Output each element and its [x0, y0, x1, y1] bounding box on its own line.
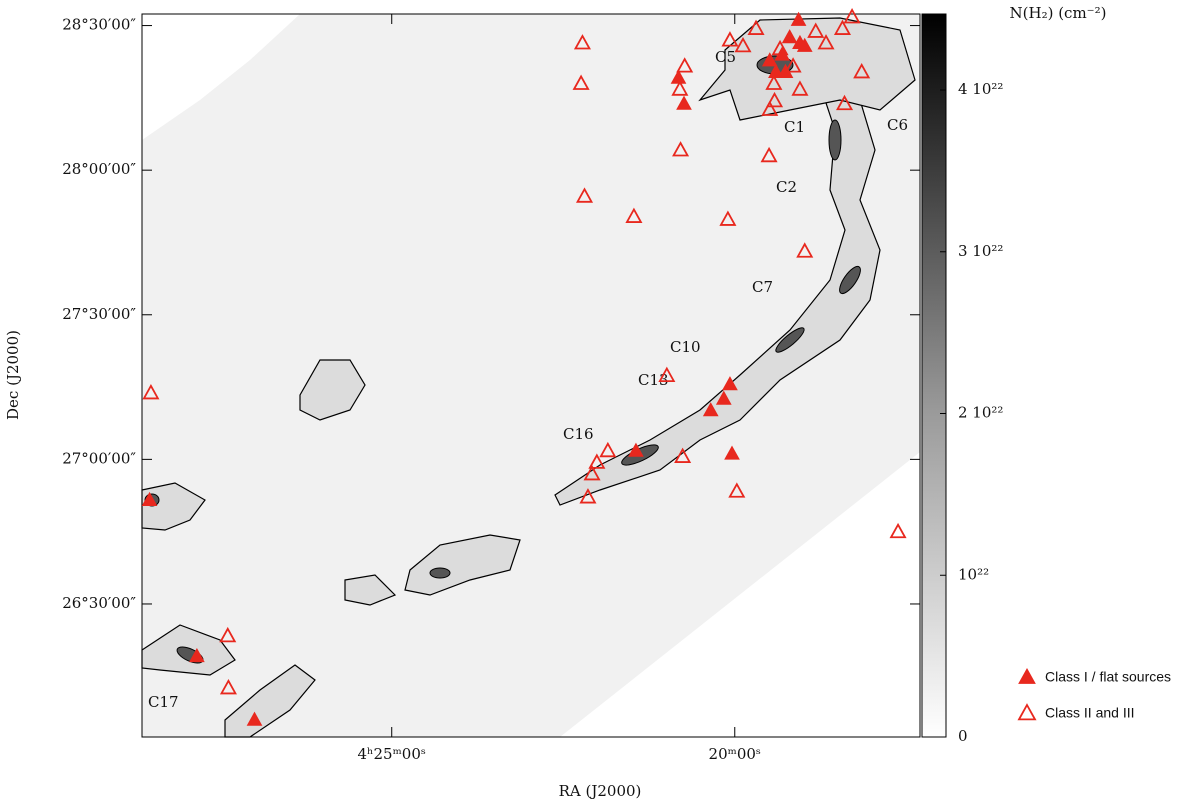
annotation: C5	[715, 48, 736, 66]
source-marker	[796, 37, 813, 52]
y-tick-label: 27°00′00″	[62, 449, 136, 467]
annotation: C16	[563, 425, 594, 443]
source-marker	[796, 242, 814, 258]
source-marker	[671, 80, 689, 96]
source-marker	[853, 62, 871, 79]
source-marker	[702, 402, 719, 417]
source-marker	[807, 22, 825, 38]
annotation: C6	[887, 116, 908, 134]
source-marker	[765, 74, 783, 90]
source-marker	[833, 19, 852, 35]
source-marker	[836, 94, 854, 111]
source-marker	[719, 210, 737, 226]
annotation: C10	[670, 338, 701, 356]
source-marker	[189, 647, 205, 663]
source-marker	[219, 678, 237, 695]
source-marker	[579, 488, 597, 504]
colorbar-tick-label: 2 10²²	[958, 404, 1003, 422]
source-marker	[583, 464, 601, 481]
colorbar-label: N(H₂) (cm⁻²)	[1010, 4, 1107, 22]
annotation: C2	[776, 178, 797, 196]
annotations: C1 C2 C5 C6 C7 C10 C13 C16 C17	[148, 48, 908, 711]
source-marker	[142, 383, 160, 400]
source-marker	[760, 146, 778, 163]
source-marker	[572, 74, 590, 90]
source-marker	[843, 8, 861, 24]
legend-label: Class I / flat sources	[1045, 669, 1171, 685]
source-marker	[676, 57, 694, 73]
x-tick-label: 4ʰ25ᵐ00ˢ	[357, 745, 425, 763]
source-marker	[790, 11, 807, 26]
colorbar-tick-label: 3 10²²	[958, 242, 1003, 260]
map-background	[141, 14, 920, 738]
source-marker	[747, 19, 765, 35]
source-marker	[724, 445, 740, 460]
source-marker	[625, 207, 643, 223]
annotation: C7	[752, 278, 773, 296]
source-marker	[141, 491, 158, 506]
source-marker	[658, 366, 676, 382]
source-marker	[761, 100, 779, 116]
source-marker	[674, 447, 692, 463]
source-marker	[734, 36, 752, 53]
source-marker	[588, 453, 606, 469]
source-marker	[721, 31, 739, 47]
source-marker	[219, 626, 237, 643]
source-marker	[715, 390, 732, 405]
x-axis-label: RA (J2000)	[559, 782, 642, 800]
legend-marker	[1017, 703, 1037, 721]
annotation: C13	[638, 371, 669, 389]
y-axis-label: Dec (J2000)	[4, 330, 22, 420]
colorbar-tick-label: 0	[958, 727, 968, 745]
source-marker	[676, 95, 692, 110]
colorbar-tick-label: 10²²	[958, 565, 989, 583]
source-marker	[575, 187, 594, 203]
y-tick-label: 28°30′00″	[62, 16, 136, 34]
colorbar	[921, 13, 947, 738]
y-tick-label: 27°30′00″	[62, 305, 136, 323]
source-marker	[889, 522, 907, 539]
y-tick-label: 26°30′00″	[62, 594, 136, 612]
colorbar-tick-label: 4 10²²	[958, 80, 1003, 98]
source-marker	[771, 39, 789, 56]
annotation: C1	[784, 118, 805, 136]
source-marker	[672, 141, 690, 157]
source-marker	[761, 52, 778, 67]
source-marker	[781, 29, 798, 44]
source-marker	[784, 57, 802, 73]
legend-marker	[1018, 667, 1036, 684]
source-marker	[766, 91, 784, 108]
source-marker	[768, 63, 784, 78]
legend-label: Class II and III	[1045, 705, 1134, 721]
source-marker	[791, 80, 809, 96]
source-marker	[628, 442, 644, 457]
annotation: C17	[148, 693, 179, 711]
y-tick-label: 28°00′00″	[62, 160, 136, 178]
source-marker	[599, 441, 617, 458]
source-marker	[573, 34, 591, 50]
source-marker	[722, 376, 738, 391]
source-marker	[246, 711, 263, 726]
source-marker	[728, 482, 746, 498]
source-marker	[817, 34, 835, 50]
plot-frame	[141, 13, 921, 738]
x-tick-label: 20ᵐ00ˢ	[709, 745, 761, 763]
